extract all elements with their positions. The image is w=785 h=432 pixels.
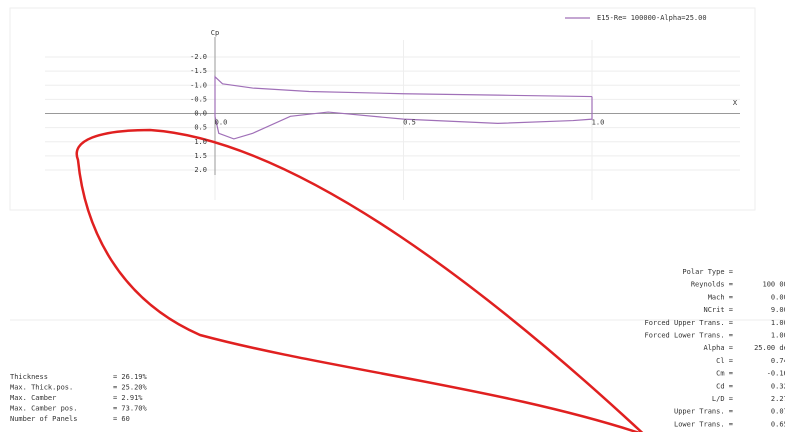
polar-label: Forced Upper Trans. = — [644, 319, 733, 327]
y-tick-label: -0.5 — [190, 95, 207, 103]
info-label: Max. Thick.pos. — [10, 384, 73, 392]
polar-label: Cm = — [716, 370, 733, 378]
polar-label: Reynolds = — [691, 281, 733, 289]
cp-curve — [214, 75, 593, 140]
polar-value: 0.072 — [771, 408, 785, 416]
polar-label: Forced Lower Trans. = — [644, 332, 733, 340]
info-label: Thickness — [10, 373, 48, 381]
y-tick-label: -1.0 — [190, 81, 207, 89]
info-value: = 25.20% — [113, 384, 148, 392]
polar-value: 0.000 — [771, 293, 785, 301]
info-value: = 60 — [113, 415, 130, 423]
x-tick-label: 1.0 — [592, 119, 605, 127]
polar-value: 100 000 — [762, 281, 785, 289]
polar-label: Upper Trans. = — [674, 408, 733, 416]
polar-value: 0.654 — [771, 420, 785, 428]
y-tick-label: 0.5 — [194, 124, 207, 132]
polar-label: Mach = — [708, 293, 733, 301]
x-axis-label: X — [733, 99, 738, 107]
polar-value: 2.276 — [771, 395, 785, 403]
x-tick-label: 0.0 — [215, 119, 228, 127]
polar-value: -0.160 — [767, 370, 785, 378]
legend-label: E15-Re= 100000-Alpha=25.00 — [597, 14, 707, 22]
info-value: = 2.91% — [113, 394, 143, 402]
polar-value: 1.000 — [771, 332, 785, 340]
y-tick-label: 0.0 — [194, 110, 207, 118]
y-tick-label: -2.0 — [190, 53, 207, 61]
polar-value: 9.000 — [771, 306, 785, 314]
airfoil-outline — [75, 128, 644, 432]
y-tick-label: 1.5 — [194, 152, 207, 160]
y-tick-label: -1.5 — [190, 67, 207, 75]
polar-value: 25.00 deg — [754, 344, 785, 352]
polar-label: Cl = — [716, 357, 733, 365]
info-value: = 73.70% — [113, 405, 148, 413]
y-tick-label: 1.0 — [194, 138, 207, 146]
polar-label: L/D = — [712, 395, 733, 403]
polar-value: 0.325 — [771, 382, 785, 390]
polar-label: Cd = — [716, 382, 733, 390]
info-label: Max. Camber — [10, 394, 56, 402]
polar-value: 0.742 — [771, 357, 785, 365]
info-label: Max. Camber pos. — [10, 405, 77, 413]
polar-label: Lower Trans. = — [674, 420, 733, 428]
plot-panel — [9, 7, 756, 211]
y-tick-label: 2.0 — [194, 166, 207, 174]
polar-label: Polar Type = — [682, 268, 733, 276]
info-value: = 26.19% — [113, 373, 148, 381]
polar-value: 1.000 — [771, 319, 785, 327]
polar-label: NCrit = — [703, 306, 733, 314]
info-label: Number of Panels — [10, 415, 77, 423]
y-axis-label: Cp — [211, 29, 219, 37]
x-tick-label: 0.5 — [403, 119, 416, 127]
polar-label: Alpha = — [703, 344, 733, 352]
